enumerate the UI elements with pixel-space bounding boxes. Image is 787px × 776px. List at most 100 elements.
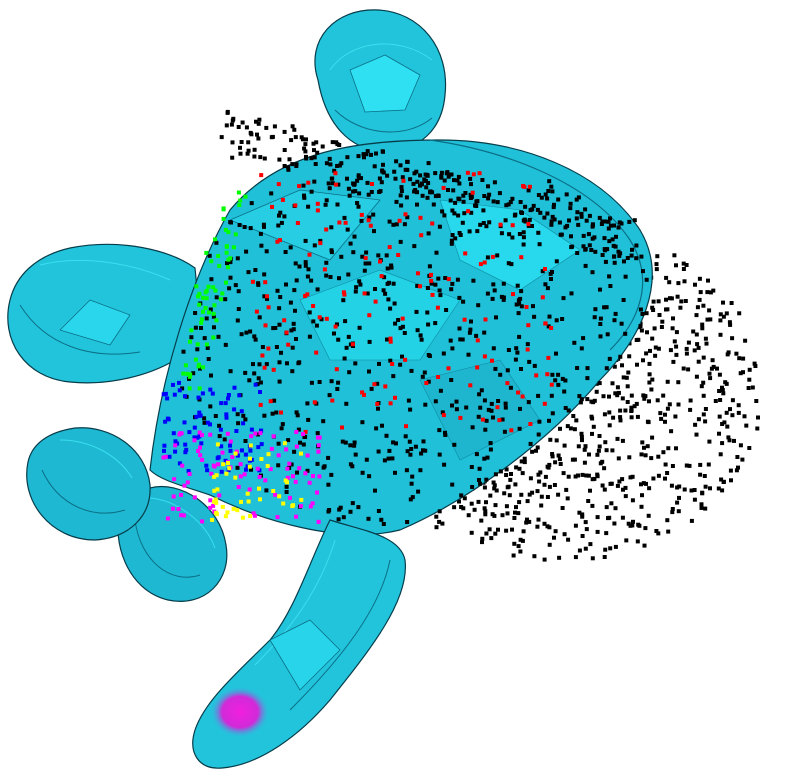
cloud-point — [659, 416, 664, 421]
cloud-point — [469, 530, 474, 535]
cloud-point — [255, 432, 260, 437]
cloud-point — [388, 358, 393, 363]
cloud-point — [425, 195, 430, 200]
cloud-point — [211, 463, 216, 468]
cloud-point — [200, 433, 204, 438]
cloud-point — [415, 202, 419, 207]
cloud-point — [521, 529, 526, 534]
cloud-point — [708, 290, 713, 295]
cloud-point — [498, 372, 503, 377]
cloud-point — [266, 305, 271, 310]
cloud-point — [376, 253, 381, 258]
cloud-point — [451, 188, 456, 193]
cloud-point — [301, 432, 305, 437]
cloud-point — [556, 382, 561, 387]
cloud-point — [631, 519, 635, 524]
cloud-point — [177, 380, 181, 385]
cloud-point — [293, 203, 298, 208]
cloud-point — [280, 422, 285, 427]
cloud-point — [311, 319, 316, 324]
cloud-point — [312, 155, 317, 160]
cloud-point — [517, 334, 522, 339]
cloud-point — [466, 209, 471, 214]
cloud-point — [585, 376, 590, 381]
cloud-point — [482, 485, 487, 490]
cloud-point — [459, 505, 464, 509]
cloud-point — [415, 328, 420, 333]
cloud-point — [595, 515, 600, 520]
cloud-point — [753, 364, 758, 368]
cloud-point — [276, 463, 281, 468]
cloud-point — [651, 308, 656, 312]
cloud-point — [335, 202, 340, 207]
cloud-point — [230, 455, 235, 459]
cloud-point — [409, 447, 414, 451]
cloud-point — [228, 275, 233, 280]
cloud-point — [545, 372, 550, 377]
cloud-point — [499, 231, 504, 236]
cloud-point — [656, 299, 661, 304]
cloud-point — [740, 457, 745, 462]
cloud-point — [209, 277, 214, 282]
cloud-point — [708, 317, 713, 322]
cloud-point — [238, 145, 242, 150]
cloud-point — [556, 453, 561, 458]
cloud-point — [711, 364, 716, 369]
cloud-point — [583, 247, 588, 252]
cloud-point — [604, 505, 609, 510]
cloud-point — [364, 250, 369, 255]
cloud-point — [543, 192, 548, 197]
cloud-point — [271, 434, 276, 439]
cloud-point — [569, 234, 573, 239]
cloud-point — [213, 288, 218, 293]
cloud-point — [183, 363, 188, 368]
cloud-point — [249, 467, 253, 472]
cloud-point — [381, 149, 385, 154]
cloud-point — [328, 275, 333, 279]
cloud-point — [570, 244, 575, 249]
cloud-point — [462, 317, 467, 322]
cloud-point — [736, 410, 741, 415]
cloud-point — [336, 380, 341, 385]
cloud-point — [337, 220, 342, 225]
cloud-point — [239, 499, 243, 504]
cloud-point — [236, 190, 241, 195]
cloud-point — [317, 380, 322, 384]
cloud-point — [241, 421, 246, 426]
cloud-point — [534, 448, 538, 453]
cloud-point — [480, 536, 485, 541]
cloud-point — [461, 506, 466, 511]
cloud-point — [647, 399, 651, 404]
cloud-point — [452, 442, 457, 447]
cloud-point — [579, 397, 584, 402]
cloud-point — [756, 415, 760, 420]
cloud-point — [527, 184, 532, 189]
cloud-point — [197, 362, 201, 367]
cloud-point — [542, 557, 547, 562]
cloud-point — [291, 321, 296, 326]
cloud-point — [599, 222, 604, 226]
cloud-point — [635, 414, 640, 419]
cloud-point — [290, 124, 295, 129]
cloud-point — [183, 394, 187, 399]
cloud-point — [508, 385, 513, 390]
cloud-point — [286, 165, 291, 170]
cloud-point — [433, 171, 438, 176]
cloud-point — [379, 274, 384, 279]
cloud-point — [717, 431, 721, 436]
cloud-point — [654, 267, 659, 272]
cloud-point — [251, 362, 255, 367]
cloud-point — [549, 326, 554, 330]
cloud-point — [194, 284, 199, 289]
cloud-point — [545, 524, 550, 529]
cloud-point — [554, 259, 559, 264]
cloud-point — [171, 382, 175, 387]
cloud-point — [523, 204, 528, 209]
cloud-point — [501, 281, 506, 286]
cloud-point — [605, 332, 610, 337]
cloud-point — [270, 204, 274, 209]
cloud-point — [519, 367, 523, 371]
cloud-point — [557, 457, 562, 462]
cloud-point — [558, 426, 562, 431]
cloud-point — [317, 315, 322, 320]
